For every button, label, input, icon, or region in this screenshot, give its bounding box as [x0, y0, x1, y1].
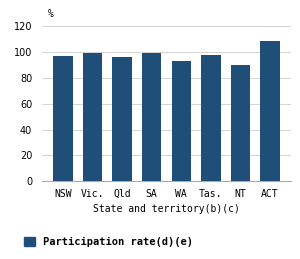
Bar [201, 55, 220, 181]
Bar [53, 181, 73, 188]
Bar [83, 181, 102, 188]
Bar [172, 181, 191, 188]
Bar [260, 41, 280, 181]
Bar [231, 65, 250, 181]
Text: %: % [48, 9, 54, 19]
Bar [201, 181, 220, 188]
Legend: Participation rate(d)(e): Participation rate(d)(e) [20, 233, 197, 251]
Bar [112, 57, 132, 181]
X-axis label: State and territory(b)(c): State and territory(b)(c) [93, 205, 240, 214]
Bar [83, 53, 102, 181]
Bar [53, 56, 73, 181]
Bar [260, 181, 280, 188]
Bar [142, 53, 161, 181]
Bar [172, 61, 191, 181]
Bar [142, 181, 161, 188]
Bar [231, 181, 250, 188]
Bar [112, 181, 132, 188]
